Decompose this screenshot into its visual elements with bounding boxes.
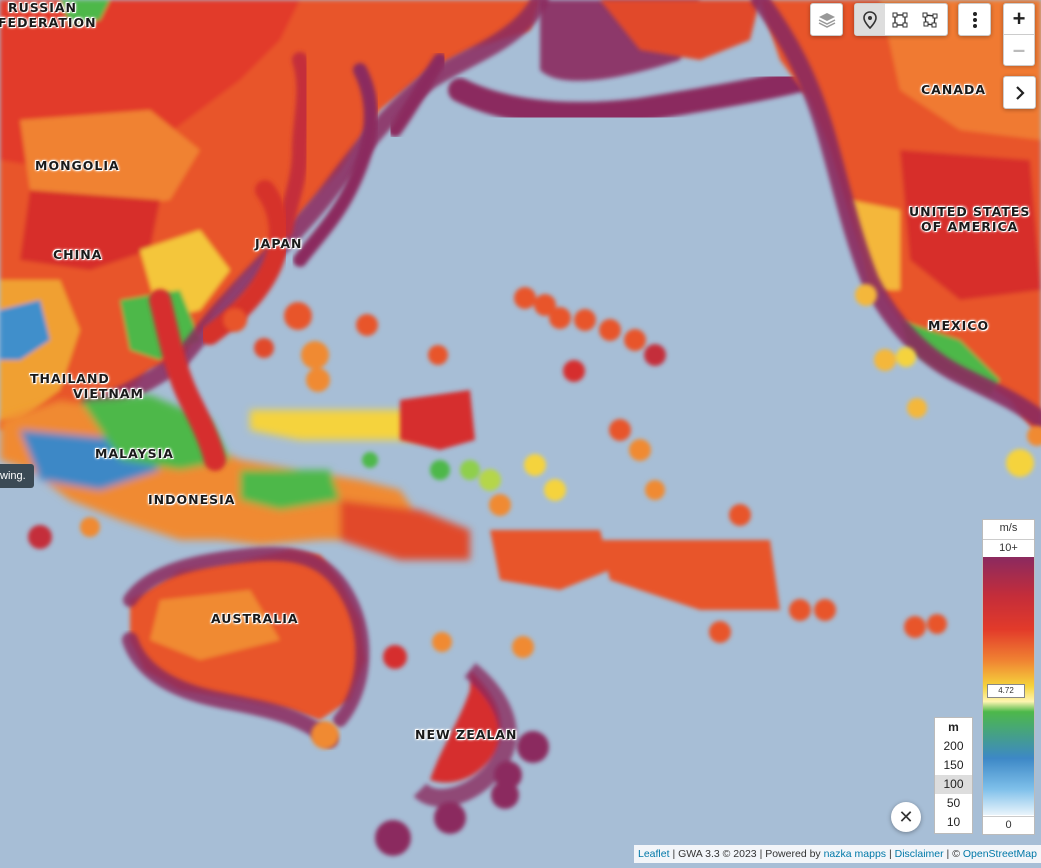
label-china: CHINA xyxy=(53,247,102,262)
label-malaysia: MALAYSIA xyxy=(95,446,174,461)
label-line: MEXICO xyxy=(928,318,990,333)
resolution-option[interactable]: 150 xyxy=(943,758,964,772)
indonesia-region xyxy=(0,395,470,560)
label-new-zealand: NEW ZEALAN xyxy=(415,727,518,742)
label-indonesia: INDONESIA xyxy=(148,492,235,507)
label-line: UNITED STATES xyxy=(909,204,1031,219)
label-line: INDONESIA xyxy=(148,492,236,507)
label-australia: AUSTRALIA xyxy=(211,611,299,626)
resolution-selector: m 200 150 100 50 10 xyxy=(934,717,973,834)
label-russia: RUSSIAN FEDERATION xyxy=(0,0,97,30)
label-line: RUSSIAN xyxy=(8,0,78,15)
zoom-in-button[interactable]: + xyxy=(1003,3,1035,35)
label-line: FEDERATION xyxy=(0,15,97,30)
label-line: CHINA xyxy=(53,247,103,262)
north-america-landmass xyxy=(760,0,1041,440)
label-usa: UNITED STATES OF AMERICA xyxy=(909,204,1030,234)
osm-link[interactable]: OpenStreetMap xyxy=(962,848,1037,860)
new-zealand-landmass xyxy=(375,645,549,856)
label-line: JAPAN xyxy=(255,236,303,251)
legend-marker-value: 4.72 xyxy=(998,686,1014,695)
powered-by-text: Powered by xyxy=(765,848,821,860)
layers-button[interactable] xyxy=(810,3,843,36)
label-japan: JAPAN xyxy=(255,236,302,251)
label-line: CANADA xyxy=(921,82,987,97)
map-tooltip: wing. xyxy=(0,464,34,488)
australia-landmass xyxy=(130,550,365,720)
close-button[interactable]: ✕ xyxy=(891,802,921,832)
select-rectangle-button[interactable] xyxy=(885,4,915,35)
zoom-out-button[interactable]: – xyxy=(1003,34,1035,66)
select-polygon-button[interactable] xyxy=(915,4,945,35)
more-options-button[interactable] xyxy=(958,3,991,36)
draw-toolbar xyxy=(854,3,948,36)
label-mexico: MEXICO xyxy=(928,318,989,333)
version-text: GWA 3.3 © 2023 xyxy=(678,848,757,860)
label-line: AUSTRALIA xyxy=(211,611,299,626)
zoom-control: + – xyxy=(1003,3,1035,66)
resolution-option-selected[interactable]: 100 xyxy=(935,775,972,794)
label-thailand: THAILAND xyxy=(30,371,110,386)
philippines-islands xyxy=(28,289,330,549)
select-polygon-icon xyxy=(922,12,938,27)
label-line: VIETNAM xyxy=(73,386,144,401)
leaflet-link[interactable]: Leaflet xyxy=(638,848,670,860)
legend-unit: m/s xyxy=(999,522,1018,534)
pacific-islands xyxy=(356,284,1041,658)
map-pin-icon xyxy=(863,10,877,29)
chevron-right-icon xyxy=(1015,85,1025,100)
select-rectangle-icon xyxy=(892,12,908,27)
map-attribution: Leaflet | GWA 3.3 © 2023 | Powered by na… xyxy=(634,845,1041,863)
layers-icon xyxy=(818,12,835,28)
tooltip-text: wing. xyxy=(0,470,26,482)
label-vietnam: VIETNAM xyxy=(73,386,144,401)
legend-marker: 4.72 xyxy=(987,684,1025,698)
more-vertical-icon xyxy=(972,11,977,28)
label-canada: CANADA xyxy=(921,82,986,97)
label-line: THAILAND xyxy=(30,371,110,386)
label-mongolia: MONGOLIA xyxy=(35,158,120,173)
resolution-option[interactable]: 200 xyxy=(943,739,964,753)
disclaimer-link[interactable]: Disclaimer xyxy=(894,848,944,860)
label-line: OF AMERICA xyxy=(921,219,1019,234)
wind-speed-legend: m/s 10+ 4.72 0 xyxy=(982,519,1035,835)
label-line: MALAYSIA xyxy=(95,446,174,461)
resolution-unit: m xyxy=(948,720,959,734)
resolution-option[interactable]: 50 xyxy=(946,796,961,810)
close-icon: ✕ xyxy=(898,806,914,827)
map-pin-button[interactable] xyxy=(855,4,885,35)
label-line: NEW ZEALAN xyxy=(415,727,518,742)
resolution-option[interactable]: 10 xyxy=(946,815,961,829)
legend-min-label: 0 xyxy=(983,816,1034,834)
label-line: MONGOLIA xyxy=(35,158,120,173)
legend-max-label: 10+ xyxy=(983,539,1034,558)
panel-toggle-button[interactable] xyxy=(1003,76,1036,109)
nazka-link[interactable]: nazka mapps xyxy=(823,848,887,860)
copyright-symbol: © xyxy=(952,848,960,860)
